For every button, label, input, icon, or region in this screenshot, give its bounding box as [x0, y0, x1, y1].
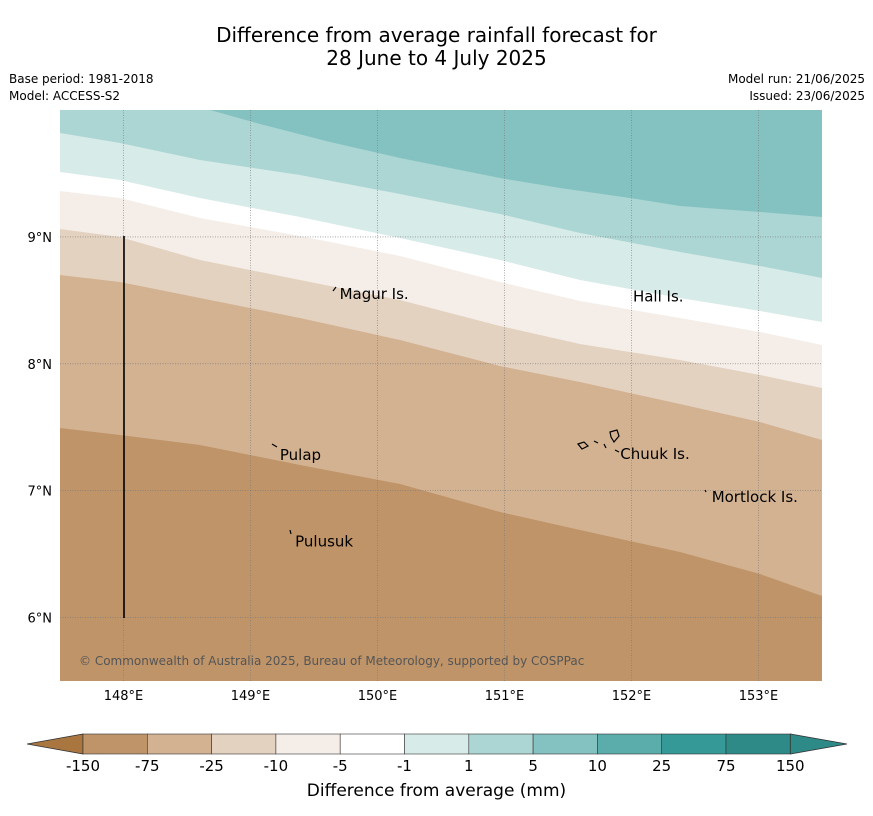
colorbar-tick-label: 10 [588, 757, 607, 775]
place-label: Pulusuk [295, 532, 353, 550]
colorbar-tick-label: -25 [199, 757, 224, 775]
lon-tick-label: 148°E [104, 689, 144, 704]
colorbar-tick-label: -1 [397, 757, 412, 775]
colorbar-segment [532, 733, 598, 755]
lat-tick-label: 6°N [28, 612, 53, 627]
copyright-note: © Commonwealth of Australia 2025, Bureau… [79, 654, 584, 668]
lon-tick-label: 151°E [485, 689, 525, 704]
colorbar-tick-label: 25 [652, 757, 671, 775]
colorbar-tick-label: -150 [66, 757, 100, 775]
place-label: Pulap [280, 446, 321, 464]
colorbar-low-arrow [26, 733, 84, 755]
lat-tick-label: 8°N [28, 358, 53, 373]
lat-tick-label: 7°N [28, 485, 53, 500]
base-period: Base period: 1981-2018 [9, 72, 154, 86]
model-run: Model run: 21/06/2025 [727, 72, 865, 86]
colorbar-segment [597, 733, 663, 755]
colorbar-tick-label: -75 [135, 757, 160, 775]
colorbar-tick-label: -10 [264, 757, 289, 775]
meta-right: Model run: 21/06/2025 Issued: 23/06/2025 [728, 71, 865, 105]
lon-tick-label: 149°E [231, 689, 271, 704]
lat-tick-label: 9°N [28, 231, 53, 246]
meta-left: Base period: 1981-2018 Model: ACCESS-S2 [9, 71, 154, 105]
place-label: Magur Is. [340, 285, 409, 303]
rainfall-bands [60, 110, 822, 681]
latitude-labels: 9°N 8°N 7°N 6°N [28, 231, 53, 627]
lon-tick-label: 150°E [358, 689, 398, 704]
colorbar-tick-label: 150 [776, 757, 805, 775]
island-marks [271, 286, 707, 535]
colorbar-title: Difference from average (mm) [306, 781, 567, 801]
colorbar-segment [275, 733, 341, 755]
colorbar-tick-label: 1 [464, 757, 474, 775]
band-10-to-25 [210, 110, 822, 217]
colorbar-segment [725, 733, 791, 755]
place-label: Chuuk Is. [620, 445, 689, 463]
colorbar-high-arrow [789, 733, 848, 755]
longitude-labels: 148°E 149°E 150°E 151°E 152°E 153°E [104, 689, 779, 704]
colorbar-segment [339, 733, 405, 755]
model-name: Model: ACCESS-S2 [9, 89, 121, 103]
colorbar-segment [147, 733, 212, 755]
title-line1: Difference from average rainfall forecas… [216, 23, 657, 47]
colorbar-segment [404, 733, 470, 755]
colorbar-tick-label: 75 [716, 757, 735, 775]
colorbar-tick-label: -5 [333, 757, 348, 775]
place-labels: Magur Is. Hall Is. Pulap Chuuk Is. Mortlock … [280, 285, 798, 550]
colorbar-segment [468, 733, 534, 755]
place-label: Hall Is. [633, 288, 684, 306]
issued-date: Issued: 23/06/2025 [749, 89, 865, 103]
colorbar-segment [211, 733, 277, 755]
title-line2: 28 June to 4 July 2025 [326, 46, 547, 70]
lon-tick-label: 153°E [739, 689, 779, 704]
colorbar-tick-label: 5 [528, 757, 538, 775]
lon-tick-label: 152°E [612, 689, 652, 704]
colorbar-segment [661, 733, 727, 755]
colorbar-segment [82, 733, 148, 755]
place-label: Mortlock Is. [712, 488, 798, 506]
colorbar: -150 -75 -25 -10 -5 -1 1 5 10 25 75 150 [26, 733, 848, 775]
